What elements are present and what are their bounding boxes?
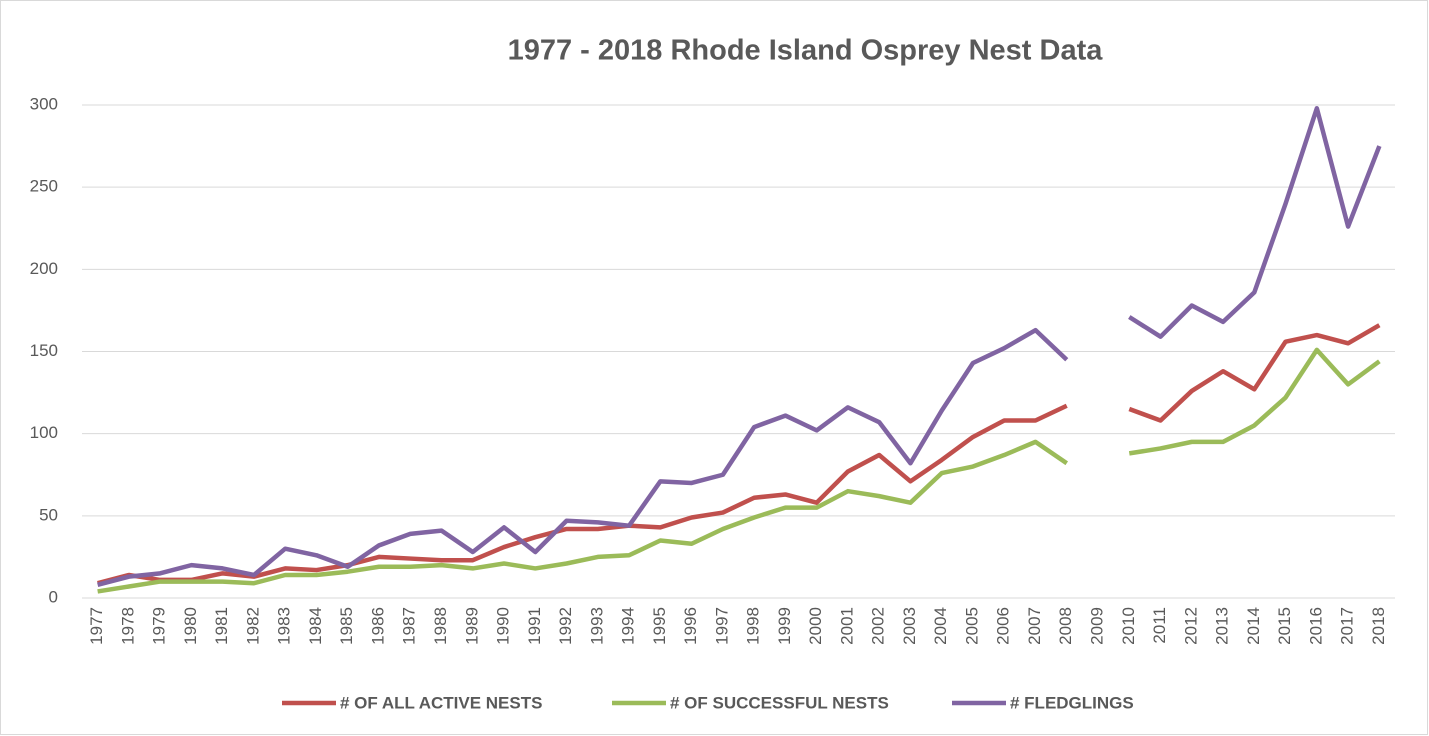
y-tick-label: 50 [39, 505, 58, 524]
x-tick-label: 2009 [1087, 607, 1106, 645]
data-line [97, 347, 1381, 594]
legend-label: # FLEDGLINGS [1010, 693, 1134, 712]
chart-title: 1977 - 2018 Rhode Island Osprey Nest Dat… [508, 35, 1104, 67]
x-tick-label: 2018 [1369, 607, 1388, 645]
x-tick-label: 1996 [681, 607, 700, 645]
x-tick-label: 1998 [744, 607, 763, 645]
x-tick-label: 1990 [494, 607, 513, 645]
x-tick-label: 1987 [400, 607, 419, 645]
x-tick-label: 1981 [212, 607, 231, 645]
x-tick-label: 1993 [587, 607, 606, 645]
x-tick-label: 1979 [150, 607, 169, 645]
x-tick-label: 1982 [243, 607, 262, 645]
x-tick-label: 1994 [619, 607, 638, 645]
y-tick-label: 250 [30, 177, 58, 196]
x-tick-label: 2002 [869, 607, 888, 645]
x-tick-label: 1995 [650, 607, 669, 645]
x-tick-label: 1986 [368, 607, 387, 645]
x-tick-label: 2012 [1181, 607, 1200, 645]
x-tick-label: 1999 [775, 607, 794, 645]
x-tick-label: 2005 [962, 607, 981, 645]
x-tick-label: 2004 [931, 607, 950, 645]
legend-label: # OF SUCCESSFUL NESTS [670, 693, 889, 712]
x-tick-label: 2001 [837, 607, 856, 645]
x-tick-label: 2007 [1025, 607, 1044, 645]
x-tick-label: 1988 [431, 607, 450, 645]
legend-label: # OF ALL ACTIVE NESTS [340, 693, 542, 712]
y-tick-label: 0 [49, 587, 58, 606]
x-tick-label: 2016 [1306, 607, 1325, 645]
x-tick-label: 1977 [87, 607, 106, 645]
x-tick-label: 2013 [1213, 607, 1232, 645]
x-tick-label: 1984 [306, 607, 325, 645]
x-tick-label: 2000 [806, 607, 825, 645]
x-tick-label: 2010 [1119, 607, 1138, 645]
x-tick-label: 2014 [1244, 607, 1263, 645]
x-tick-label: 1992 [556, 607, 575, 645]
x-tick-label: 2006 [994, 607, 1013, 645]
x-tick-label: 1997 [712, 607, 731, 645]
y-tick-label: 300 [30, 94, 58, 113]
x-tick-label: 1985 [337, 607, 356, 645]
x-tick-label: 1989 [462, 607, 481, 645]
x-tick-label: 2003 [900, 607, 919, 645]
x-tick-label: 1978 [118, 607, 137, 645]
y-tick-label: 200 [30, 259, 58, 278]
data-line [97, 106, 1382, 588]
x-tick-label: 2015 [1275, 607, 1294, 645]
data-line [97, 323, 1381, 586]
x-tick-label: 1983 [275, 607, 294, 645]
x-tick-label: 2008 [1056, 607, 1075, 645]
x-tick-label: 2011 [1150, 607, 1169, 644]
x-tick-label: 1991 [525, 607, 544, 645]
x-tick-label: 1980 [181, 607, 200, 645]
x-tick-label: 2017 [1338, 607, 1357, 645]
y-tick-label: 150 [30, 341, 58, 360]
y-tick-label: 100 [30, 423, 58, 442]
